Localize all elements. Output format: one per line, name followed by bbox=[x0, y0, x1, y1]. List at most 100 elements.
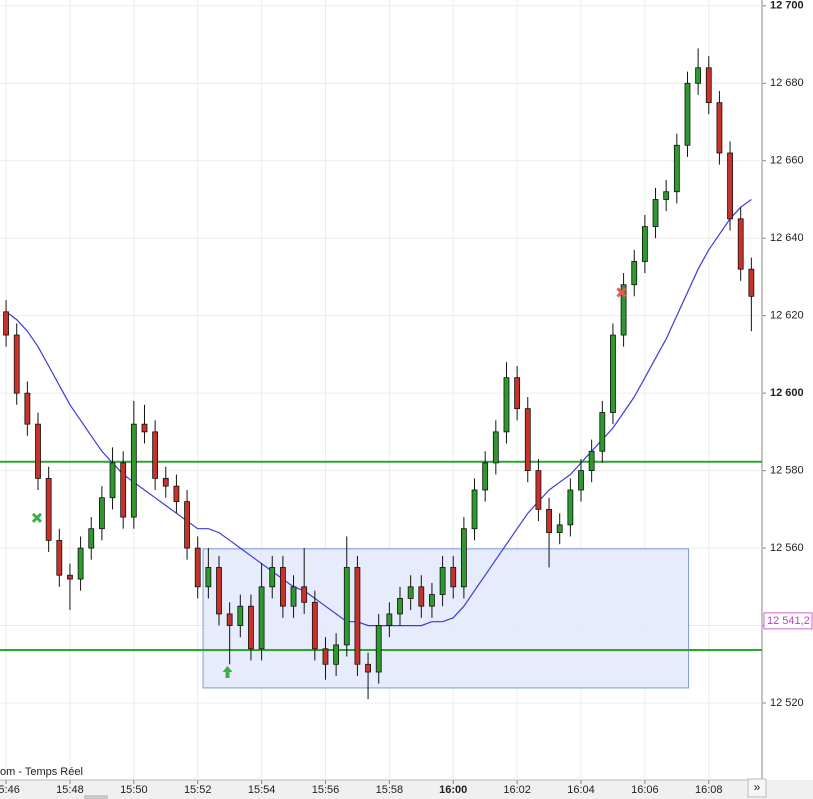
candle-body bbox=[88, 528, 95, 549]
candle-body bbox=[77, 547, 84, 580]
x-tick-label: 16:06 bbox=[631, 784, 659, 796]
candle-body bbox=[737, 218, 744, 270]
candle-body bbox=[237, 605, 244, 626]
candle-body bbox=[599, 412, 606, 452]
candle-body bbox=[695, 67, 702, 84]
zone bbox=[202, 548, 690, 689]
candle-body bbox=[3, 311, 9, 336]
scroll-button[interactable] bbox=[747, 778, 767, 798]
x-tick-label: 15:50 bbox=[120, 784, 148, 796]
x-tick-label: 16:08 bbox=[695, 784, 723, 796]
candle-body bbox=[365, 663, 371, 673]
x-tick-label: 15:48 bbox=[56, 784, 84, 796]
candle-body bbox=[460, 528, 467, 588]
candle-body bbox=[109, 462, 116, 499]
candle-body bbox=[556, 524, 563, 533]
y-tick-label: 12 660 bbox=[770, 155, 804, 167]
candle-body bbox=[641, 226, 648, 262]
y-tick-label: 12 580 bbox=[770, 465, 804, 477]
candle-body bbox=[13, 334, 20, 394]
candle-body bbox=[141, 423, 148, 433]
candle-body bbox=[620, 284, 627, 336]
y-tick-label: 12 620 bbox=[770, 310, 804, 322]
candle-body bbox=[397, 598, 403, 615]
candle-body bbox=[663, 191, 670, 200]
candle-body bbox=[514, 377, 521, 410]
candle-body bbox=[684, 82, 691, 146]
candle-body bbox=[503, 377, 510, 433]
candle-body bbox=[375, 625, 382, 673]
signal-cross bbox=[31, 512, 43, 523]
time-bar bbox=[0, 780, 813, 799]
candle-body bbox=[407, 586, 414, 599]
y-tick-label: 12 700 bbox=[770, 0, 804, 12]
candle-body bbox=[311, 601, 318, 650]
candle-body bbox=[333, 644, 340, 665]
y-tick-label: 12 640 bbox=[770, 232, 804, 244]
x-tick-label: 15:54 bbox=[248, 784, 276, 796]
last-price-label: 12 541,2 bbox=[767, 615, 810, 627]
y-tick-label: 12 560 bbox=[770, 542, 804, 554]
candle-body bbox=[705, 67, 712, 104]
x-tick-label: 15:52 bbox=[184, 784, 212, 796]
x-tick-label: 16:02 bbox=[503, 784, 531, 796]
candle-body bbox=[673, 144, 680, 193]
candle-body bbox=[450, 567, 457, 588]
candle-body bbox=[524, 408, 531, 472]
last-price-box bbox=[763, 612, 813, 630]
candle-body bbox=[578, 470, 584, 491]
candle-body bbox=[98, 497, 105, 530]
candle-body bbox=[343, 567, 350, 646]
candle-body bbox=[610, 334, 616, 413]
candle-body bbox=[439, 567, 446, 595]
candle-body bbox=[226, 613, 233, 626]
candle-body bbox=[24, 392, 31, 425]
candle-body bbox=[471, 489, 478, 530]
candle-body bbox=[301, 586, 308, 603]
candle-body bbox=[258, 586, 265, 650]
candle-body bbox=[716, 102, 723, 154]
x-tick-label: 15:56 bbox=[312, 784, 340, 796]
candle-body bbox=[130, 423, 137, 518]
candle-body bbox=[727, 152, 733, 220]
y-tick-label: 12 600 bbox=[770, 387, 804, 399]
candle-body bbox=[269, 567, 276, 588]
x-tick-label: 16:00 bbox=[439, 784, 467, 796]
candle-body bbox=[162, 477, 169, 487]
candle-body bbox=[588, 450, 595, 472]
scroll-thumb[interactable] bbox=[84, 795, 108, 799]
candle-body bbox=[248, 605, 254, 650]
candle-body bbox=[567, 489, 574, 526]
x-tick-label: 15:46 bbox=[0, 784, 20, 796]
candle-body bbox=[354, 567, 361, 665]
candle-body bbox=[482, 462, 489, 491]
candle-body bbox=[279, 567, 286, 607]
candle-body bbox=[173, 485, 180, 503]
candle-body bbox=[56, 539, 63, 576]
candle-body bbox=[194, 547, 201, 588]
candle-body bbox=[631, 261, 638, 286]
x-tick-label: 16:04 bbox=[567, 784, 595, 796]
candle-body bbox=[35, 423, 41, 479]
signal-cross bbox=[616, 287, 627, 298]
signal-arrow bbox=[222, 666, 233, 679]
x-tick-label: 15:58 bbox=[376, 784, 404, 796]
candle-body bbox=[322, 648, 329, 665]
candle-body bbox=[290, 586, 297, 607]
y-tick-label: 12 680 bbox=[770, 77, 804, 89]
candle-body bbox=[535, 470, 542, 510]
candle-body bbox=[429, 594, 435, 607]
footer-text: om - Temps Réel bbox=[0, 766, 83, 778]
candle-body bbox=[67, 574, 73, 580]
scroll-icon: » bbox=[754, 780, 761, 794]
candle-body bbox=[120, 462, 127, 518]
candle-body bbox=[492, 431, 499, 464]
candle-body bbox=[184, 501, 190, 549]
y-tick-label: 12 520 bbox=[770, 697, 804, 709]
candle-body bbox=[546, 508, 552, 533]
candle-body bbox=[748, 268, 755, 297]
candle-body bbox=[152, 431, 159, 479]
candle-body bbox=[45, 477, 52, 541]
